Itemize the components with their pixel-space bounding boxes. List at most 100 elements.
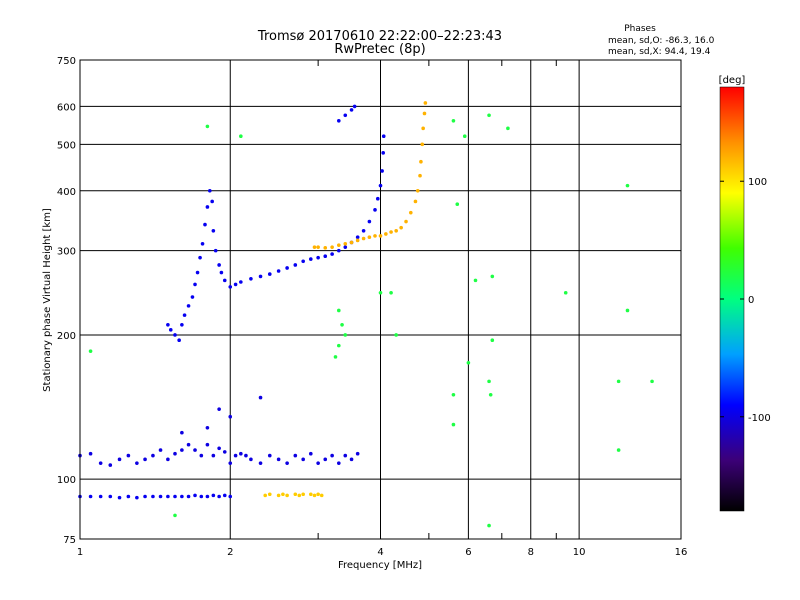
data-point — [308, 451, 313, 456]
data-point — [239, 134, 243, 138]
data-point — [228, 461, 233, 465]
phases-o-stats: mean, sd,O: -86.3, 16.0 — [608, 36, 715, 46]
data-point — [367, 235, 372, 239]
x-tick-label: 4 — [377, 547, 383, 558]
data-point — [213, 248, 218, 253]
data-point — [563, 290, 568, 295]
data-point — [173, 451, 177, 456]
data-point — [361, 236, 366, 241]
data-point — [143, 457, 147, 462]
data-point — [301, 457, 305, 462]
data-point — [297, 493, 302, 498]
data-point — [466, 360, 471, 365]
data-point — [323, 457, 328, 462]
data-point — [490, 274, 495, 279]
data-point — [177, 338, 181, 343]
data-point — [381, 134, 386, 138]
data-point — [384, 232, 388, 236]
data-point — [415, 188, 420, 193]
data-point — [455, 202, 460, 206]
data-point — [276, 493, 281, 498]
data-point — [182, 313, 187, 317]
data-point — [211, 228, 216, 233]
data-point — [352, 104, 357, 109]
data-point — [166, 494, 170, 499]
data-point — [173, 333, 177, 337]
data-point — [208, 188, 212, 193]
phases-x-stats: mean, sd,X: 94.4, 19.4 — [608, 47, 711, 57]
data-point — [333, 355, 338, 359]
data-point — [451, 393, 456, 397]
data-point — [158, 494, 163, 499]
data-point — [361, 228, 366, 233]
data-point — [205, 442, 210, 447]
data-point — [166, 457, 170, 462]
data-point — [349, 457, 354, 462]
data-point — [394, 333, 398, 337]
data-point — [239, 451, 243, 456]
data-point — [378, 183, 383, 188]
data-point — [337, 461, 341, 465]
data-point — [151, 494, 155, 499]
data-point — [373, 208, 377, 212]
data-point — [98, 494, 103, 499]
data-point — [222, 493, 227, 498]
x-tick-label: 10 — [573, 547, 586, 558]
data-point — [343, 333, 348, 337]
data-point — [316, 245, 320, 249]
data-point — [490, 338, 495, 343]
y-tick-labels: 75 100 200 300 400 500 600 750 — [57, 56, 76, 546]
chart-title: Tromsø 20170610 22:22:00–22:23:43 — [257, 29, 502, 44]
data-point — [193, 448, 197, 452]
data-point — [98, 461, 103, 465]
colorbar: [deg] 100 0 -100 — [719, 75, 771, 512]
data-point — [487, 523, 491, 528]
colorbar-tick-label: 100 — [748, 177, 767, 188]
data-point — [151, 453, 155, 458]
y-axis-label: Stationary phase Virtual Height [km] — [42, 208, 53, 392]
data-point — [233, 282, 238, 287]
data-point — [308, 257, 313, 261]
data-point — [285, 266, 289, 270]
data-point — [228, 494, 233, 499]
data-point — [195, 270, 200, 275]
y-tick-label: 750 — [57, 56, 76, 67]
data-point — [343, 453, 348, 458]
data-point — [180, 494, 184, 499]
data-point — [343, 241, 348, 246]
chart-subtitle: RwPretec (8p) — [334, 42, 425, 57]
data-point — [135, 461, 139, 465]
data-point — [408, 210, 413, 215]
data-point — [168, 328, 173, 332]
data-point — [394, 228, 398, 233]
data-point — [487, 379, 491, 384]
data-point — [173, 513, 177, 518]
data-point — [108, 463, 113, 467]
data-point — [367, 219, 372, 224]
data-point — [186, 442, 191, 447]
x-tick-label: 2 — [227, 547, 233, 558]
data-point — [263, 493, 268, 498]
data-point — [337, 308, 341, 313]
data-point — [126, 494, 131, 499]
data-point — [381, 151, 385, 155]
data-point — [487, 113, 491, 118]
data-point — [258, 461, 263, 465]
data-point — [143, 494, 147, 499]
data-point — [222, 450, 227, 454]
data-point — [293, 263, 298, 267]
data-point — [239, 280, 243, 284]
data-point — [117, 457, 122, 462]
data-point — [180, 430, 184, 435]
colorbar-tick-label: 0 — [748, 295, 754, 306]
data-point — [205, 205, 210, 209]
data-point — [293, 453, 298, 458]
y-tick-label: 600 — [57, 102, 76, 113]
data-point — [373, 234, 377, 238]
data-point — [451, 118, 456, 123]
data-point — [312, 245, 317, 249]
data-point — [419, 159, 423, 164]
data-point — [249, 457, 253, 462]
data-point — [355, 451, 360, 456]
y-tick-label: 75 — [63, 535, 76, 546]
